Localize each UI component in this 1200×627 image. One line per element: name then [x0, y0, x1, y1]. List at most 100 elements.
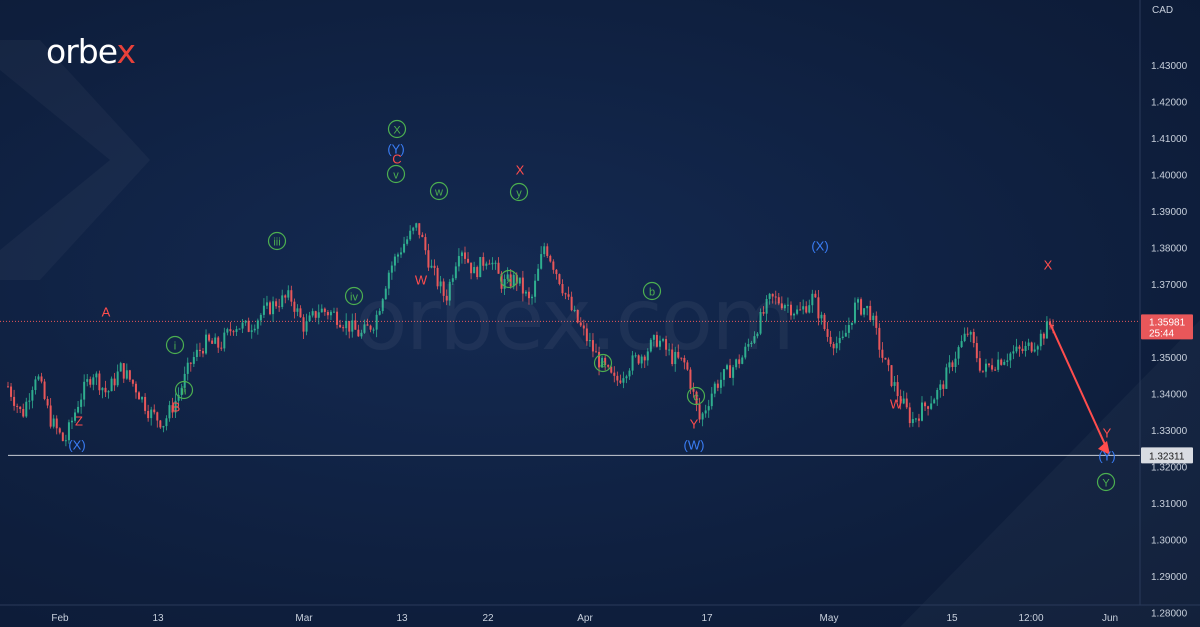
wave-label-text: (W): [684, 438, 705, 453]
candle: [430, 259, 433, 269]
candle: [777, 293, 780, 306]
candle-body: [80, 399, 83, 407]
candle: [558, 273, 561, 286]
candle: [406, 235, 409, 246]
candle: [917, 413, 920, 428]
candle: [595, 343, 598, 353]
candle-body: [601, 357, 604, 368]
candle: [119, 361, 122, 372]
candle: [820, 311, 823, 325]
wave-label: Y: [1103, 426, 1112, 441]
candle: [942, 380, 945, 397]
candle-body: [247, 320, 250, 332]
candle: [658, 335, 661, 351]
candle: [28, 393, 31, 410]
candle: [92, 374, 95, 391]
candle: [74, 408, 77, 423]
candle-body: [485, 263, 488, 266]
candle-body: [826, 329, 829, 337]
candle-body: [378, 311, 381, 315]
candle: [729, 358, 732, 379]
candle-body: [732, 367, 735, 378]
candle-body: [104, 387, 107, 393]
candle-body: [473, 267, 476, 274]
candle: [622, 371, 625, 389]
candle-body: [643, 356, 646, 361]
forecast-line: [1049, 323, 1108, 450]
candle: [37, 374, 40, 381]
candle-body: [418, 223, 421, 235]
candle: [433, 259, 436, 276]
wave-label: iv: [344, 286, 364, 306]
candle-body: [509, 274, 512, 287]
candle-body: [984, 363, 987, 372]
y-tick-label: 1.31000: [1151, 499, 1188, 510]
candle-body: [49, 405, 52, 427]
countdown-timer: 25:44: [1149, 328, 1174, 339]
candle-body: [208, 334, 211, 341]
candle-body: [171, 405, 174, 413]
candle-body: [162, 426, 165, 428]
candle-body: [214, 337, 217, 344]
candle-body: [40, 376, 43, 382]
candle: [732, 364, 735, 386]
candle-body: [805, 306, 808, 313]
candle: [339, 319, 342, 329]
x-tick-label: Feb: [51, 613, 69, 624]
candle: [104, 380, 107, 398]
candle: [869, 300, 872, 322]
candle-body: [698, 404, 701, 420]
candle: [412, 226, 415, 235]
candle-body: [899, 396, 902, 404]
candle-body: [165, 418, 168, 427]
candle-body: [704, 410, 707, 414]
candle: [984, 358, 987, 378]
candle-body: [914, 418, 917, 420]
candle: [747, 338, 750, 352]
candle-body: [793, 313, 796, 316]
candle: [841, 330, 844, 340]
candle: [920, 396, 923, 422]
candle-body: [1000, 359, 1003, 365]
candle: [555, 268, 558, 280]
candle-body: [945, 367, 948, 389]
candle: [719, 372, 722, 394]
candle-body: [558, 274, 561, 285]
candle: [649, 338, 652, 353]
candle-body: [326, 311, 329, 316]
candle: [479, 256, 482, 278]
candle: [95, 371, 98, 386]
candle-body: [707, 406, 710, 411]
wave-label-text: Y: [690, 417, 699, 432]
candle: [384, 285, 387, 300]
candle-body: [412, 227, 415, 231]
candle-body: [634, 355, 637, 357]
wave-label-text: W: [415, 273, 428, 288]
candle-body: [369, 325, 372, 330]
candle-body: [241, 322, 244, 329]
wave-label: X: [516, 163, 525, 178]
candle: [296, 304, 299, 317]
candle: [866, 305, 869, 316]
candle-body: [125, 370, 128, 379]
candle: [284, 294, 287, 304]
candle: [802, 299, 805, 315]
candle-body: [77, 406, 80, 413]
candle: [674, 346, 677, 372]
candle-body: [201, 350, 204, 354]
candle: [811, 289, 814, 313]
candle-body: [250, 330, 253, 332]
candle-body: [893, 382, 896, 386]
candle: [960, 335, 963, 348]
wave-label: Y: [1096, 472, 1116, 492]
candle: [147, 404, 150, 422]
candle-body: [622, 378, 625, 383]
candle-body: [43, 381, 46, 399]
candle: [332, 307, 335, 313]
candle: [634, 352, 637, 358]
candle-body: [610, 366, 613, 373]
support-level-tag: 1.32311: [1141, 447, 1193, 464]
candle-body: [101, 387, 104, 391]
currency-label: CAD: [1152, 5, 1173, 16]
